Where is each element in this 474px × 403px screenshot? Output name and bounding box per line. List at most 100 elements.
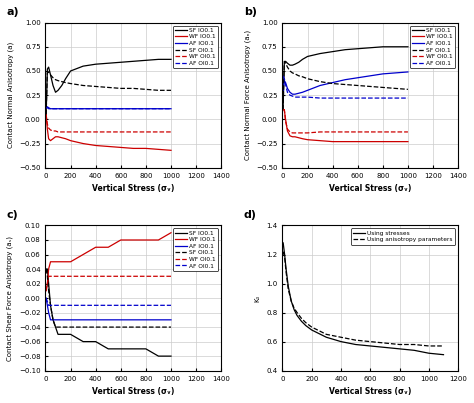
Using stresses	[353, 342, 358, 347]
WF IO0.1	[105, 144, 111, 149]
SF OI0.1	[53, 325, 58, 330]
SF IO0.1	[155, 57, 161, 62]
AF IO0.1	[46, 310, 52, 315]
Line: AF IO0.1: AF IO0.1	[46, 298, 171, 320]
SF IO0.1	[287, 63, 293, 68]
WF OI0.1	[155, 274, 161, 279]
WF IO0.1	[130, 238, 136, 243]
SF IO0.1	[317, 51, 323, 56]
WF OI0.1	[48, 274, 54, 279]
Using stresses	[338, 339, 344, 344]
SF OI0.1	[118, 325, 124, 330]
WF OI0.1	[53, 129, 58, 133]
SF IO0.1	[130, 347, 136, 351]
WF IO0.1	[130, 146, 136, 151]
WF IO0.1	[168, 148, 174, 153]
SF OI0.1	[59, 79, 64, 84]
AF OI0.1	[290, 94, 295, 99]
WF IO0.1	[59, 260, 64, 264]
AF OI0.1	[48, 106, 54, 111]
AF IO0.1	[405, 70, 411, 75]
Legend: SF IO0.1, WF IO0.1, AF IO0.1, SF OI0.1, WF OI0.1, AF OI0.1: SF IO0.1, WF IO0.1, AF IO0.1, SF OI0.1, …	[410, 25, 455, 68]
AF IO0.1	[283, 80, 288, 85]
SF OI0.1	[63, 80, 68, 85]
Line: Using stresses: Using stresses	[283, 243, 444, 355]
SF IO0.1	[168, 57, 174, 62]
SF OI0.1	[168, 88, 174, 93]
Line: AF OI0.1: AF OI0.1	[46, 298, 171, 305]
AF IO0.1	[292, 92, 298, 97]
WF OI0.1	[367, 129, 373, 134]
Line: SF OI0.1: SF OI0.1	[46, 269, 171, 327]
X-axis label: Vertical Stress (σᵥ): Vertical Stress (σᵥ)	[92, 184, 174, 193]
SF IO0.1	[48, 73, 54, 77]
AF OI0.1	[63, 303, 68, 308]
AF IO0.1	[296, 91, 301, 96]
SF OI0.1	[380, 85, 386, 90]
WF IO0.1	[43, 289, 49, 293]
WF OI0.1	[48, 128, 54, 133]
AF OI0.1	[300, 95, 305, 100]
SF OI0.1	[43, 112, 49, 117]
SF OI0.1	[405, 87, 411, 92]
AF IO0.1	[43, 296, 49, 301]
AF IO0.1	[63, 318, 68, 322]
Using stresses	[397, 347, 402, 351]
SF OI0.1	[93, 84, 99, 89]
Line: WF OI0.1: WF OI0.1	[46, 114, 171, 132]
AF OI0.1	[50, 106, 56, 111]
AF IO0.1	[45, 303, 50, 308]
Text: d): d)	[244, 210, 257, 220]
SF IO0.1	[46, 65, 52, 70]
X-axis label: Vertical Stress (σᵥ): Vertical Stress (σᵥ)	[329, 184, 411, 193]
SF IO0.1	[80, 339, 86, 344]
WF IO0.1	[45, 127, 50, 131]
WF IO0.1	[290, 134, 295, 139]
WF IO0.1	[55, 134, 61, 139]
AF IO0.1	[355, 75, 361, 80]
WF OI0.1	[50, 129, 56, 133]
AF OI0.1	[55, 303, 61, 308]
Using anisotropy parameters	[292, 306, 297, 311]
SF IO0.1	[405, 44, 411, 49]
Line: SF OI0.1: SF OI0.1	[283, 61, 408, 110]
SF IO0.1	[63, 332, 68, 337]
Text: a): a)	[7, 7, 19, 17]
SF IO0.1	[55, 332, 61, 337]
SF OI0.1	[50, 75, 56, 80]
SF IO0.1	[130, 59, 136, 64]
WF OI0.1	[118, 274, 124, 279]
SF IO0.1	[284, 61, 290, 66]
Using anisotropy parameters	[299, 316, 304, 321]
AF OI0.1	[130, 106, 136, 111]
Using stresses	[283, 267, 289, 272]
WF IO0.1	[305, 137, 310, 142]
WF OI0.1	[55, 129, 61, 134]
WF OI0.1	[290, 131, 295, 135]
AF OI0.1	[380, 96, 386, 100]
AF IO0.1	[48, 318, 54, 322]
WF IO0.1	[93, 143, 99, 148]
SF OI0.1	[63, 325, 68, 330]
SF IO0.1	[118, 60, 124, 65]
WF OI0.1	[342, 129, 348, 134]
WF IO0.1	[300, 136, 305, 141]
Y-axis label: Contact Normal Force Anisotropy (aₙ): Contact Normal Force Anisotropy (aₙ)	[244, 30, 250, 160]
SF IO0.1	[55, 88, 61, 93]
Line: WF IO0.1: WF IO0.1	[46, 114, 171, 150]
AF OI0.1	[59, 303, 64, 308]
Line: SF IO0.1: SF IO0.1	[46, 269, 171, 356]
WF IO0.1	[380, 139, 386, 144]
Line: WF OI0.1: WF OI0.1	[283, 110, 408, 133]
Using stresses	[292, 307, 297, 312]
AF IO0.1	[290, 92, 295, 97]
AF IO0.1	[53, 106, 58, 111]
AF IO0.1	[53, 318, 58, 322]
Y-axis label: K₀: K₀	[255, 295, 261, 302]
Line: WF IO0.1: WF IO0.1	[46, 233, 171, 291]
AF OI0.1	[53, 303, 58, 308]
Text: c): c)	[7, 210, 18, 220]
SF OI0.1	[46, 70, 52, 75]
Using stresses	[280, 241, 286, 245]
SF OI0.1	[392, 86, 398, 91]
